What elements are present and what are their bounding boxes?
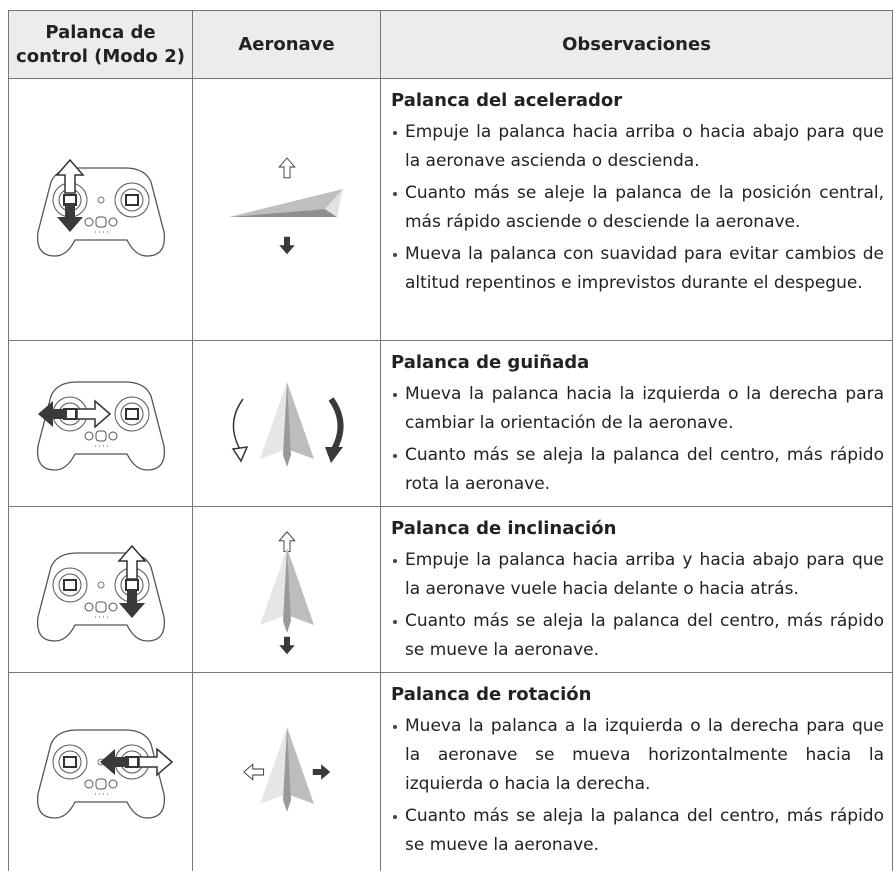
bullet-text: Cuanto más se aleje la palanca de la pos… <box>405 183 884 232</box>
aircraft-illustration <box>242 726 330 812</box>
bullet-item: Cuanto más se aleja la palanca del centr… <box>391 802 884 860</box>
header-cell: Observaciones <box>380 10 893 79</box>
bullet-dot <box>393 725 397 729</box>
bullet-dot <box>393 815 397 819</box>
bullet-dot <box>393 131 397 135</box>
bullet-text: Cuanto más se aleja la palanca del centr… <box>405 806 884 855</box>
controller-cell <box>8 340 193 507</box>
bullet-text: Mueva la palanca hacia la izquierda o la… <box>405 384 884 433</box>
header-row: Palanca de control (Modo 2) Aeronave Obs… <box>8 10 893 79</box>
bullet-dot <box>393 192 397 196</box>
bullet-dot <box>393 253 397 257</box>
row-title: Palanca de inclinación <box>391 518 617 539</box>
row: Palanca del acelerador Empuje la palanca … <box>8 78 893 341</box>
aircraft-cell <box>192 340 381 507</box>
controller-illustration <box>36 158 165 257</box>
controls-table: Palanca de control (Modo 2) Aeronave Obs… <box>8 10 893 871</box>
observations-cell: Palanca de rotación Mueva la palanca a la… <box>380 672 893 871</box>
aircraft-illustration <box>228 157 343 254</box>
row: Palanca de rotación Mueva la palanca a la… <box>8 672 893 871</box>
bullet-text: Mueva la palanca a la izquierda o la der… <box>405 716 884 794</box>
bullet-item: Mueva la palanca a la izquierda o la der… <box>391 712 884 799</box>
header-cell: Palanca de control (Modo 2) <box>8 10 193 79</box>
observations-cell: Palanca de inclinación Empuje la palanca … <box>380 506 893 673</box>
bullet-item: Empuje la palanca hacia arriba y hacia a… <box>391 546 884 604</box>
bullet-item: Cuanto más se aleja la palanca del centr… <box>391 607 884 665</box>
controller-illustration <box>36 544 165 642</box>
aircraft-illustration <box>231 381 343 467</box>
bullet-dot <box>393 620 397 624</box>
controller-illustration <box>36 380 165 471</box>
bullet-item: Mueva la palanca con suavidad para evita… <box>391 240 884 298</box>
bullet-item: Cuanto más se aleja la palanca del centr… <box>391 441 884 499</box>
row: Palanca de guiñada Mueva la palanca hacia… <box>8 340 893 507</box>
row: Palanca de inclinación Empuje la palanca … <box>8 506 893 673</box>
page: Palanca de control (Modo 2) Aeronave Obs… <box>8 10 893 871</box>
bullet-text: Cuanto más se aleja la palanca del centr… <box>405 445 884 494</box>
bullet-dot <box>393 454 397 458</box>
controller-cell <box>8 672 193 871</box>
observations-cell: Palanca de guiñada Mueva la palanca hacia… <box>380 340 893 507</box>
bullet-dot <box>393 393 397 397</box>
bullet-text: Mueva la palanca con suavidad para evita… <box>405 244 884 293</box>
aircraft-cell <box>192 506 381 673</box>
controller-illustration <box>36 728 173 819</box>
aircraft-illustration <box>259 530 314 654</box>
row-title: Palanca de rotación <box>391 684 592 705</box>
row-title: Palanca del acelerador <box>391 90 623 111</box>
bullet-item: Cuanto más se aleje la palanca de la pos… <box>391 179 884 237</box>
bullet-text: Cuanto más se aleja la palanca del centr… <box>405 611 884 660</box>
header-cell: Aeronave <box>192 10 381 79</box>
row-title: Palanca de guiñada <box>391 352 590 373</box>
aircraft-cell <box>192 78 381 341</box>
controller-cell <box>8 506 193 673</box>
bullet-text: Empuje la palanca hacia arriba o hacia a… <box>405 122 884 171</box>
controller-cell <box>8 78 193 341</box>
bullet-item: Mueva la palanca hacia la izquierda o la… <box>391 380 884 438</box>
aircraft-cell <box>192 672 381 871</box>
bullet-dot <box>393 559 397 563</box>
bullet-text: Empuje la palanca hacia arriba y hacia a… <box>405 550 884 599</box>
bullet-item: Empuje la palanca hacia arriba o hacia a… <box>391 118 884 176</box>
observations-cell: Palanca del acelerador Empuje la palanca … <box>380 78 893 341</box>
